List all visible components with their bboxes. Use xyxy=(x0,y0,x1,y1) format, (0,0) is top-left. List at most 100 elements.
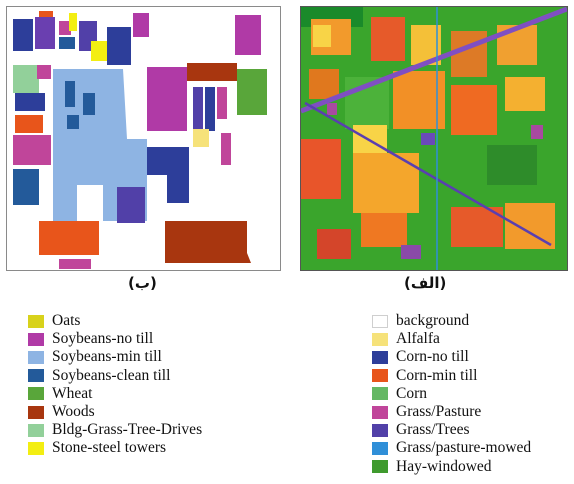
field-patch xyxy=(117,187,145,223)
hyperspectral-image xyxy=(300,6,568,271)
legend-swatch xyxy=(372,460,388,474)
hyperspectral-image-svg xyxy=(301,7,567,270)
legend-label: Stone-steel towers xyxy=(52,439,167,457)
field-patch xyxy=(13,135,51,165)
legend-swatch xyxy=(372,350,388,364)
legend-item: Corn-no till xyxy=(372,348,531,366)
field-patch xyxy=(205,87,215,131)
legend-item: Corn xyxy=(372,385,531,403)
ground-truth-map xyxy=(6,6,281,271)
legend-label: Corn-min till xyxy=(396,366,478,384)
field-patch xyxy=(13,169,39,205)
field-patch xyxy=(59,21,71,35)
legend-item: Corn-min till xyxy=(372,367,531,385)
field-patch xyxy=(193,87,203,131)
legend-swatch xyxy=(28,441,44,455)
legend-label: Grass/Trees xyxy=(396,421,470,439)
legend-item: Alfalfa xyxy=(372,330,531,348)
image-patch xyxy=(451,31,487,77)
field-patch xyxy=(69,13,77,31)
legend-label: Grass/pasture-mowed xyxy=(396,439,532,457)
legend-label: Hay-windowed xyxy=(396,457,492,475)
field-patch xyxy=(67,115,79,129)
road-line xyxy=(301,7,567,114)
legend-label: Soybeans-no till xyxy=(52,330,154,348)
legend-item: Stone-steel towers xyxy=(28,439,202,457)
legend-swatch xyxy=(28,405,44,419)
field-patch xyxy=(39,221,99,255)
field-patch xyxy=(13,19,33,51)
legend-swatch xyxy=(372,387,388,401)
image-patch xyxy=(309,69,339,99)
legend-item: Soybeans-min till xyxy=(28,348,202,366)
legend-item: Hay-windowed xyxy=(372,458,531,476)
legend-label: Soybeans-clean till xyxy=(52,366,171,384)
road-line xyxy=(304,101,552,247)
legend-label: background xyxy=(396,312,470,330)
legend-swatch xyxy=(28,369,44,383)
image-patch xyxy=(327,103,337,115)
image-patch xyxy=(531,125,543,139)
left-panel-caption: (ب) xyxy=(128,274,157,292)
field-patch xyxy=(15,93,45,111)
image-patch xyxy=(441,157,481,203)
image-patch xyxy=(401,245,421,259)
legend-item: Wheat xyxy=(28,385,202,403)
field-patch xyxy=(133,13,149,37)
image-patch xyxy=(451,85,497,135)
field-patch xyxy=(165,221,251,263)
legend-swatch xyxy=(28,350,44,364)
legend-swatch xyxy=(372,423,388,437)
legend-item: Woods xyxy=(28,403,202,421)
image-patch xyxy=(487,145,537,185)
legend-swatch xyxy=(372,332,388,346)
image-patch xyxy=(301,139,341,199)
legend-swatch xyxy=(28,332,44,346)
field-patch xyxy=(39,11,53,21)
legend-label: Wheat xyxy=(52,384,93,402)
image-patch xyxy=(313,25,331,47)
field-patch xyxy=(147,147,189,203)
legend-label: Woods xyxy=(52,403,95,421)
field-patch xyxy=(59,259,91,269)
legend-item: Grass/Trees xyxy=(372,421,531,439)
legend-swatch xyxy=(28,423,44,437)
legend-swatch xyxy=(372,441,388,455)
legend-label: Soybeans-min till xyxy=(52,348,162,366)
field-patch xyxy=(193,129,209,147)
field-patch xyxy=(59,37,75,49)
image-patch xyxy=(505,77,545,111)
field-patch xyxy=(147,67,187,131)
legend-label: Corn xyxy=(396,384,427,402)
field-patch xyxy=(15,115,43,133)
field-patch xyxy=(217,87,227,119)
legend-item: background xyxy=(372,312,531,330)
field-patch xyxy=(13,65,39,93)
field-patch xyxy=(107,27,131,65)
field-patch xyxy=(235,15,261,55)
field-patch xyxy=(65,81,75,107)
field-patch xyxy=(237,69,267,115)
legend-swatch xyxy=(28,314,44,328)
field-patch xyxy=(221,133,231,165)
image-patch xyxy=(421,133,435,145)
legend-right: background Alfalfa Corn-no till Corn-min… xyxy=(372,312,531,476)
legend-label: Bldg-Grass-Tree-Drives xyxy=(52,421,203,439)
legend-swatch xyxy=(28,387,44,401)
field-patch xyxy=(91,41,109,61)
image-patch xyxy=(317,229,351,259)
field-patch xyxy=(83,93,95,115)
legend-swatch xyxy=(372,314,388,328)
field-patch xyxy=(187,63,237,81)
legend-item: Soybeans-no till xyxy=(28,330,202,348)
right-panel-caption: (الف) xyxy=(404,274,447,292)
field-patch xyxy=(37,65,51,79)
legend-label: Alfalfa xyxy=(396,330,440,348)
legend-swatch xyxy=(372,405,388,419)
legend-label: Corn-no till xyxy=(396,348,469,366)
legend-label: Oats xyxy=(52,312,81,330)
legend-item: Grass/pasture-mowed xyxy=(372,439,531,457)
ground-truth-map-svg xyxy=(13,11,267,269)
legend-item: Oats xyxy=(28,312,202,330)
image-patch xyxy=(371,17,405,61)
